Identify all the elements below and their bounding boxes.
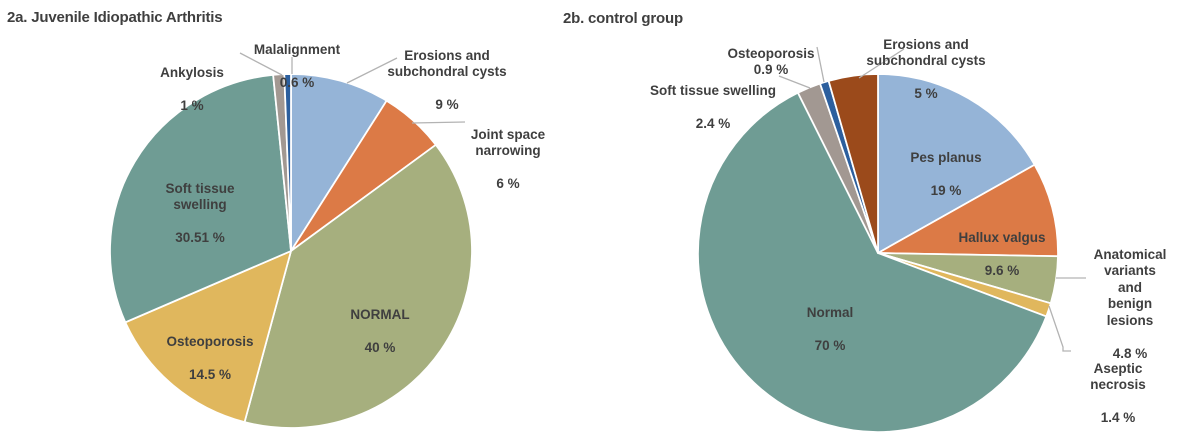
label-soft-tissue-control: Soft tissue swelling 2.4 % (650, 66, 776, 149)
pie-slice-normal (243, 143, 473, 429)
pie-slice-normal (697, 91, 1048, 433)
slice-label-text: Soft tissue swelling (165, 180, 235, 213)
slice-pct-text: 9 % (435, 97, 459, 112)
label-aseptic-necrosis: Aseptic necrosis 1.4 % (1077, 344, 1159, 438)
slice-pct-text: 2.4 % (695, 115, 731, 131)
slice-pct-text: 19 % (930, 182, 962, 198)
slice-pct-text: 4.8 % (1112, 345, 1148, 361)
slice-label-text: Normal (806, 304, 854, 320)
slice-pct-text: 0.6 % (279, 74, 315, 90)
slice-label-text: Osteoporosis (727, 45, 815, 61)
label-pes-planus: Pes planus 19 % (910, 133, 981, 216)
label-osteoporosis-control: Osteoporosis 0.9 % (727, 29, 814, 79)
slice-pct-text: 9.6 % (984, 262, 1020, 278)
leader-line-erosions-control (858, 48, 905, 79)
leader-line-soft-tissue-control (778, 75, 811, 89)
pie-slice-pes-planus (877, 73, 1036, 254)
slice-label-text: Anatomical variants and benign lesions (1093, 246, 1167, 328)
slice-label-text: Ankylosis (160, 64, 224, 80)
slice-pct-text: 1.4 % (1100, 410, 1136, 425)
label-malalignment: Malalignment 0.6 % (254, 25, 340, 108)
leader-line-erosions-jia (346, 57, 398, 84)
slice-pct-text: 0.9 % (753, 62, 789, 77)
pie-slice-erosions-and-subchondral-cysts (827, 73, 879, 254)
pie-slices-control (697, 73, 1059, 433)
slice-pct-text: 30.51 % (175, 230, 225, 245)
label-soft-tissue-jia: Soft tissue swelling 30.51 % (165, 164, 234, 263)
slice-pct-text: 6 % (496, 176, 520, 191)
pie-slice-osteoporosis (124, 250, 292, 423)
label-normal-jia: NORMAL 40 % (350, 290, 409, 373)
slice-label-text: Hallux valgus (958, 229, 1046, 245)
slice-pct-text: 14.5 % (188, 366, 232, 382)
label-normal-control: Normal 70 % (807, 288, 854, 371)
label-hallux-valgus: Hallux valgus 9.6 % (958, 213, 1045, 296)
slice-pct-text: 1 % (180, 97, 204, 113)
leader-lines-control (778, 46, 1086, 352)
label-anatomical-variants: Anatomical variants and benign lesions 4… (1094, 230, 1167, 379)
panel-title-jia: 2a. Juvenile Idiopathic Arthritis (7, 9, 223, 26)
slice-label-text: Erosions and subchondral cysts (866, 36, 986, 69)
slice-label-text: Osteoporosis (166, 333, 254, 349)
leader-line-osteoporosis-control (816, 46, 825, 83)
slice-pct-text: 70 % (814, 337, 846, 353)
pie-slice-hallux-valgus (877, 163, 1059, 258)
slice-label-text: Soft tissue swelling (649, 82, 777, 98)
slice-label-text: Malalignment (253, 41, 341, 57)
slice-label-text: Aseptic necrosis (1090, 360, 1146, 393)
pie-slice-erosions-and-subchondral-cysts (290, 73, 388, 252)
pie-slice-malalignment (283, 73, 292, 252)
pie-chart-jia (109, 52, 473, 429)
label-ankylosis: Ankylosis 1 % (160, 48, 224, 131)
leader-line-aseptic-necrosis (1048, 305, 1071, 352)
slice-pct-text: 40 % (364, 339, 396, 355)
slice-label-text: NORMAL (350, 306, 410, 322)
slice-pct-text: 5 % (914, 86, 938, 101)
leader-line-ankylosis (239, 52, 283, 76)
pie-slice-soft-tissue-swelling (109, 73, 292, 324)
slice-label-text: Erosions and subchondral cysts (387, 47, 507, 80)
leader-line-joint-space-narrowing (411, 121, 466, 124)
label-erosions-jia: Erosions and subchondral cysts 9 % (387, 31, 506, 130)
leader-lines-jia (239, 52, 466, 124)
label-osteoporosis-jia: Osteoporosis 14.5 % (166, 317, 253, 400)
label-erosions-control: Erosions and subchondral cysts 5 % (866, 20, 985, 119)
slice-label-text: Joint space narrowing (470, 126, 546, 159)
pie-slices-jia (109, 73, 473, 429)
pie-chart-control (697, 46, 1086, 433)
slice-label-text: Pes planus (910, 149, 982, 165)
label-joint-space-narrowing: Joint space narrowing 6 % (471, 110, 545, 209)
panel-title-control: 2b. control group (563, 10, 683, 27)
